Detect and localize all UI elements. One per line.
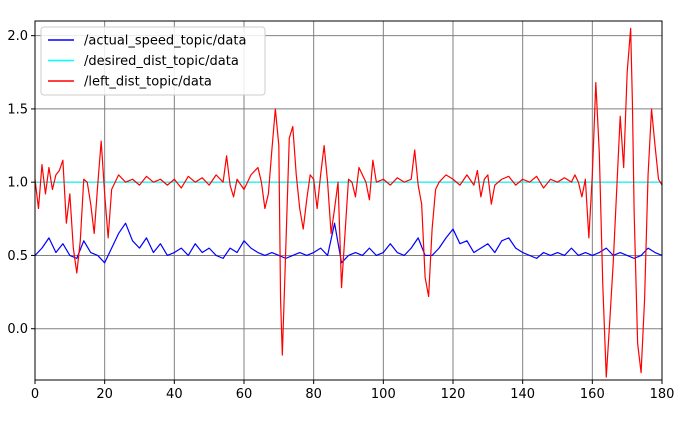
y-tick-label: 1.5: [7, 102, 28, 117]
x-tick-label: 100: [371, 387, 396, 402]
x-tick-label: 120: [441, 387, 466, 402]
x-tick-label: 160: [580, 387, 605, 402]
y-tick-label: 1.0: [7, 176, 28, 191]
x-tick-label: 80: [305, 387, 322, 402]
y-tick-label: 0.5: [7, 249, 28, 264]
y-tick-label: 2.0: [7, 29, 28, 44]
plot-area-frame: [34, 20, 663, 381]
x-tick-label: 0: [31, 387, 39, 402]
x-tick-label: 40: [166, 387, 183, 402]
x-tick-label: 60: [236, 387, 253, 402]
legend-entry-label: /desired_dist_topic/data: [84, 54, 239, 69]
legend-entry-label: /left_dist_topic/data: [84, 75, 212, 90]
legend-box: [40, 26, 266, 96]
y-tick-label: 0.0: [7, 322, 28, 337]
x-tick-label: 140: [510, 387, 535, 402]
series-line-0: [35, 222, 662, 264]
axis-ticks: 0 20 40 60 80 100 120 140 160 180 0.0 0.5 1.0 1.5 2.0: [7, 29, 674, 402]
x-tick-label: 180: [650, 387, 675, 402]
legend-entry-label: /actual_speed_topic/data: [84, 34, 246, 49]
legend: /actual_speed_topic/data/desired_dist_to…: [40, 26, 266, 96]
series-line-2: [35, 27, 662, 378]
x-tick-label: 20: [96, 387, 113, 402]
series-layer: [35, 27, 662, 378]
